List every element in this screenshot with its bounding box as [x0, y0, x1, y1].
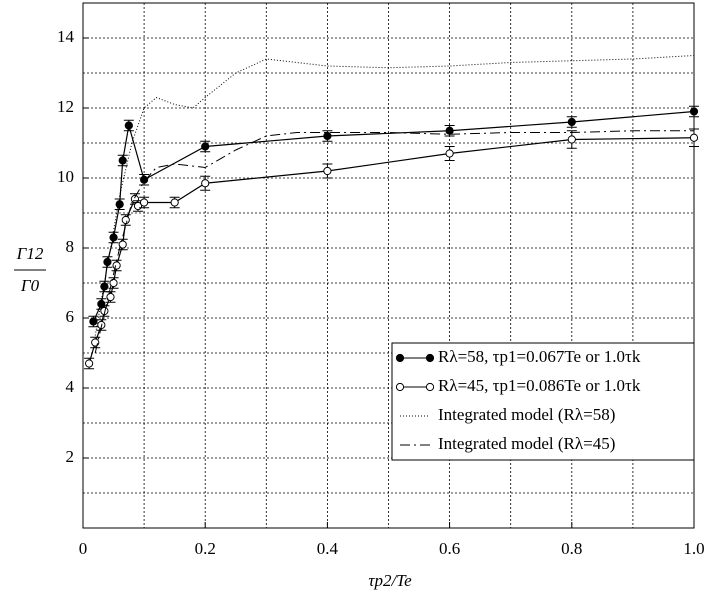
data-point — [89, 317, 98, 326]
x-tick-label: 0.8 — [561, 539, 582, 558]
legend-label: Integrated model (Rλ=45) — [438, 434, 615, 453]
data-point — [118, 240, 127, 249]
x-tick-label: 0.6 — [439, 539, 460, 558]
data-point — [109, 278, 118, 288]
x-axis-label: τp2/Te — [368, 571, 412, 590]
series-line — [88, 137, 695, 364]
legend-box — [391, 342, 695, 461]
data-point — [109, 233, 118, 242]
data-point — [140, 198, 149, 207]
y-axis-label-numerator: Γ12 — [16, 244, 44, 263]
y-tick-label: 14 — [57, 27, 75, 46]
data-point — [103, 257, 112, 267]
y-tick-label: 10 — [57, 167, 74, 186]
y-tick-label: 6 — [66, 307, 75, 326]
data-point — [97, 299, 106, 309]
data-point — [567, 117, 576, 127]
data-point — [100, 306, 109, 316]
data-point — [115, 200, 124, 209]
series-line — [94, 130, 694, 354]
y-tick-label: 12 — [57, 97, 74, 116]
y-tick-label: 4 — [66, 377, 75, 396]
legend-label: Integrated model (Rλ=58) — [438, 405, 615, 424]
data-point — [201, 179, 210, 188]
data-point — [121, 215, 130, 225]
x-tick-label: 0 — [79, 539, 88, 558]
series-line — [94, 55, 695, 336]
data-point — [445, 149, 454, 158]
data-point — [140, 175, 149, 184]
y-tick-label: 8 — [66, 237, 75, 256]
x-tick-label: 0.4 — [317, 539, 339, 558]
legend-marker — [425, 353, 435, 363]
data-point — [91, 338, 100, 347]
plot-frame — [82, 2, 695, 529]
data-point — [445, 126, 454, 135]
data-point — [106, 292, 115, 302]
x-tick-label: 1.0 — [683, 539, 704, 558]
data-point — [124, 121, 133, 130]
y-tick-label: 2 — [66, 447, 75, 466]
data-point — [323, 166, 332, 176]
data-point — [118, 156, 127, 165]
data-point — [170, 198, 179, 207]
data-point — [112, 261, 121, 270]
y-axis-label-denominator: Γ0 — [20, 276, 40, 295]
data-point — [567, 135, 576, 144]
legend-label: Rλ=45, τp1=0.086Te or 1.0τk — [438, 376, 641, 395]
data-point — [689, 133, 699, 142]
data-point — [201, 142, 210, 151]
series-line — [92, 110, 695, 322]
legend-marker — [425, 382, 435, 392]
legend-marker — [395, 353, 405, 363]
data-point — [85, 359, 94, 368]
legend-label: Rλ=58, τp1=0.067Te or 1.0τk — [438, 347, 641, 366]
legend-marker — [395, 382, 405, 392]
data-point — [323, 131, 332, 141]
data-point — [100, 282, 109, 291]
data-point — [689, 107, 699, 116]
x-tick-label: 0.2 — [195, 539, 216, 558]
